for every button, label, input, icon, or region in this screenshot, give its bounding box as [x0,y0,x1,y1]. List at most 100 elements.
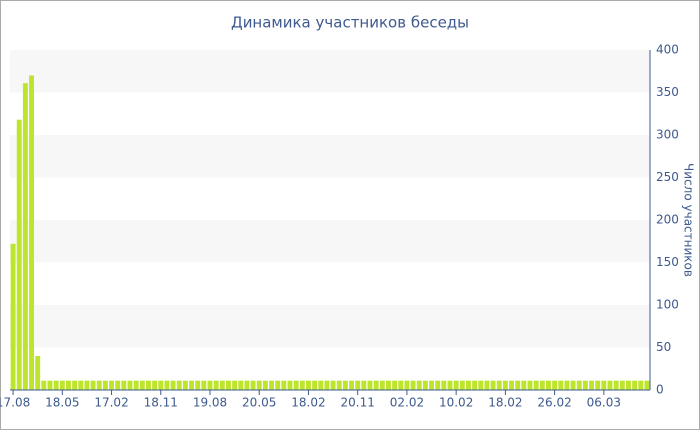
bar [66,380,71,390]
bar [349,380,354,390]
bar [275,380,281,390]
bar [644,380,650,390]
bar [422,380,428,390]
bar [152,380,158,390]
bar [176,380,182,390]
bar [361,380,367,390]
bar [515,380,521,390]
bar [398,380,404,390]
bar [404,380,410,390]
bar [386,380,391,390]
y-axis-title: Число участников [682,163,696,277]
bar [379,380,385,390]
bar [96,380,102,390]
grid-band [10,135,650,178]
bar [552,380,558,390]
bar [139,380,145,390]
bar [189,380,194,390]
bar [638,380,644,390]
bar [72,380,78,390]
x-tick-label: 26.02 [537,396,571,410]
x-tick-label: 18.02 [291,396,325,410]
x-tick-label: 18.11 [144,396,178,410]
bar [576,380,582,390]
bar [10,243,16,390]
grid-band [10,50,650,93]
bar [22,83,28,391]
bar [373,380,379,390]
bar [306,380,311,390]
bar [533,380,539,390]
bar [59,380,65,390]
bar [336,380,342,390]
bar [250,380,256,390]
bar [41,380,47,390]
bar [607,380,613,390]
bar [429,380,434,390]
bar [90,380,96,390]
bar [164,380,170,390]
bar [226,380,231,390]
y-tick-label: 250 [656,170,679,184]
y-tick-label: 150 [656,255,679,269]
bar [478,380,484,390]
y-tick-label: 200 [656,213,679,227]
bar [589,380,594,390]
bar [355,380,361,390]
bar [244,380,250,390]
y-tick-label: 400 [656,43,679,57]
x-tick-label: 10.02 [439,396,473,410]
bar [324,380,330,390]
x-tick-label: 20.11 [341,396,375,410]
bar [472,380,478,390]
bar [262,380,268,390]
bar [207,380,213,390]
grid-band [10,305,650,348]
x-tick-label: 18.05 [45,396,79,410]
bar [219,380,225,390]
bar [53,380,59,390]
chart-title: Динамика участников беседы [231,14,469,32]
bar [146,380,151,390]
bar [502,380,508,390]
y-tick-label: 50 [656,340,671,354]
bar [35,356,41,390]
bar [367,380,373,390]
bar [158,380,164,390]
bar [318,380,324,390]
bar [619,380,625,390]
bar [293,380,299,390]
bar [115,380,121,390]
bar [466,380,471,390]
bar [632,380,638,390]
bar [410,380,416,390]
bar [330,380,336,390]
bar [342,380,348,390]
bar [441,380,447,390]
grid-band [10,220,650,263]
bar [232,380,238,390]
x-tick-label: 02.02 [390,396,424,410]
bar [256,380,262,390]
bar [496,380,502,390]
bar [127,380,133,390]
bar [299,380,305,390]
x-tick-label: 06.03 [587,396,621,410]
bar [601,380,607,390]
bands [10,50,650,348]
bar [509,380,514,390]
bar [416,380,422,390]
bar [121,380,127,390]
bar [558,380,564,390]
bar [613,380,619,390]
bar [287,380,293,390]
y-tick-label: 300 [656,128,679,142]
bar [453,380,459,390]
bar [269,380,274,390]
y-tick-label: 350 [656,85,679,99]
bar [447,380,453,390]
bar [109,380,114,390]
x-tick-label: 17.02 [94,396,128,410]
x-tick-label: 19.08 [193,396,227,410]
